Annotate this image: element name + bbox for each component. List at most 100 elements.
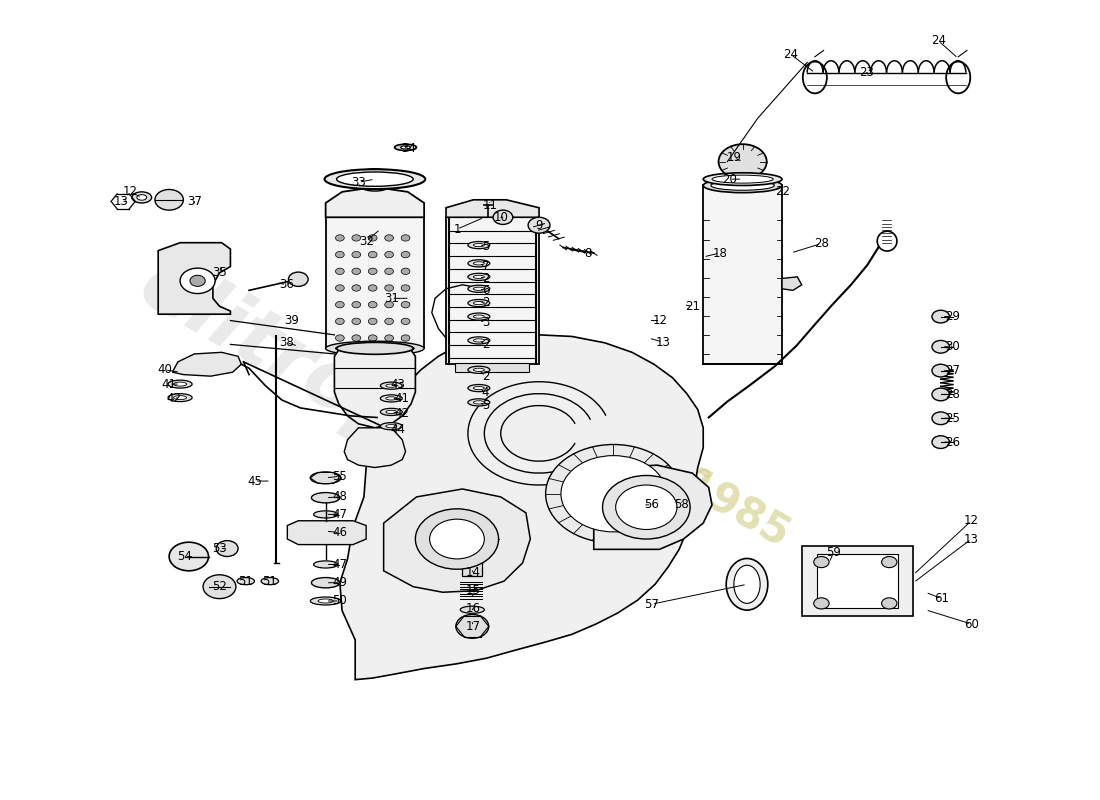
Text: 17: 17 [466, 620, 481, 633]
Text: 44: 44 [390, 423, 406, 436]
Text: 23: 23 [859, 66, 873, 79]
Circle shape [385, 268, 394, 274]
Ellipse shape [314, 561, 338, 568]
Circle shape [932, 364, 949, 377]
Text: 46: 46 [332, 526, 348, 539]
Circle shape [368, 318, 377, 325]
Circle shape [352, 268, 361, 274]
Text: 15: 15 [466, 584, 481, 597]
Text: 10: 10 [493, 210, 508, 224]
Circle shape [528, 218, 550, 233]
Text: 13: 13 [113, 195, 129, 208]
Ellipse shape [473, 275, 484, 278]
Text: 37: 37 [187, 195, 201, 208]
Bar [462, 559, 482, 576]
Circle shape [603, 475, 690, 539]
Text: 31: 31 [384, 292, 398, 305]
Ellipse shape [381, 382, 403, 390]
Ellipse shape [473, 262, 484, 265]
Text: 2: 2 [482, 338, 490, 351]
Circle shape [368, 234, 377, 241]
Ellipse shape [468, 286, 490, 292]
Text: 36: 36 [278, 278, 294, 291]
Text: 12: 12 [122, 186, 138, 198]
Ellipse shape [324, 170, 426, 189]
Text: 11: 11 [482, 199, 497, 212]
Circle shape [932, 388, 949, 401]
Text: elitroparts: elitroparts [125, 246, 581, 554]
Text: 42: 42 [395, 407, 409, 420]
Text: 53: 53 [212, 542, 227, 555]
Circle shape [336, 285, 344, 291]
Text: 40: 40 [157, 363, 173, 376]
Circle shape [385, 285, 394, 291]
Ellipse shape [473, 386, 484, 390]
Circle shape [932, 341, 949, 353]
Polygon shape [287, 521, 366, 545]
Ellipse shape [386, 410, 397, 414]
Ellipse shape [381, 395, 403, 402]
Ellipse shape [473, 368, 484, 371]
Ellipse shape [386, 397, 397, 400]
Text: 47: 47 [332, 558, 348, 571]
Ellipse shape [734, 566, 760, 603]
Ellipse shape [311, 578, 340, 588]
Ellipse shape [168, 394, 192, 402]
Text: 50: 50 [332, 594, 348, 607]
Polygon shape [384, 489, 530, 592]
Circle shape [402, 268, 410, 274]
Ellipse shape [473, 287, 484, 290]
Text: 20: 20 [722, 173, 737, 186]
Polygon shape [334, 348, 416, 428]
Text: 43: 43 [390, 378, 405, 390]
Text: 14: 14 [466, 566, 481, 579]
Circle shape [814, 557, 829, 568]
Ellipse shape [468, 337, 490, 344]
Ellipse shape [314, 511, 338, 518]
Ellipse shape [468, 385, 490, 392]
Ellipse shape [460, 606, 484, 614]
Circle shape [336, 268, 344, 274]
Text: 60: 60 [964, 618, 979, 630]
Text: 28: 28 [814, 237, 829, 250]
Polygon shape [326, 187, 425, 218]
Text: 61: 61 [934, 592, 949, 605]
Text: 9: 9 [536, 218, 542, 232]
Circle shape [546, 445, 681, 543]
Text: 49: 49 [332, 576, 348, 590]
Text: 54: 54 [177, 550, 191, 563]
Text: 3: 3 [482, 316, 490, 329]
Circle shape [718, 144, 767, 179]
Circle shape [385, 302, 394, 308]
Ellipse shape [386, 425, 397, 428]
Text: 38: 38 [279, 336, 294, 350]
Circle shape [416, 509, 498, 570]
Ellipse shape [473, 243, 484, 246]
Circle shape [814, 598, 829, 609]
Text: 51: 51 [263, 574, 277, 588]
Ellipse shape [711, 181, 774, 190]
Ellipse shape [386, 384, 397, 387]
Ellipse shape [400, 146, 410, 149]
Ellipse shape [337, 172, 414, 186]
Bar [802, 546, 913, 616]
Bar [703, 186, 782, 364]
Ellipse shape [310, 597, 341, 605]
Text: 22: 22 [776, 186, 791, 198]
Circle shape [352, 335, 361, 342]
Text: 5: 5 [482, 240, 490, 253]
Circle shape [352, 251, 361, 258]
Ellipse shape [473, 339, 484, 342]
Circle shape [430, 519, 484, 559]
Text: 7: 7 [482, 260, 490, 273]
Circle shape [385, 251, 394, 258]
Circle shape [336, 234, 344, 241]
Text: 13: 13 [656, 335, 670, 349]
Bar [362, 173, 388, 187]
Ellipse shape [468, 366, 490, 374]
Text: 16: 16 [466, 602, 481, 614]
Ellipse shape [174, 382, 187, 386]
Ellipse shape [468, 242, 490, 249]
Text: 51: 51 [239, 574, 253, 588]
Circle shape [336, 335, 344, 342]
